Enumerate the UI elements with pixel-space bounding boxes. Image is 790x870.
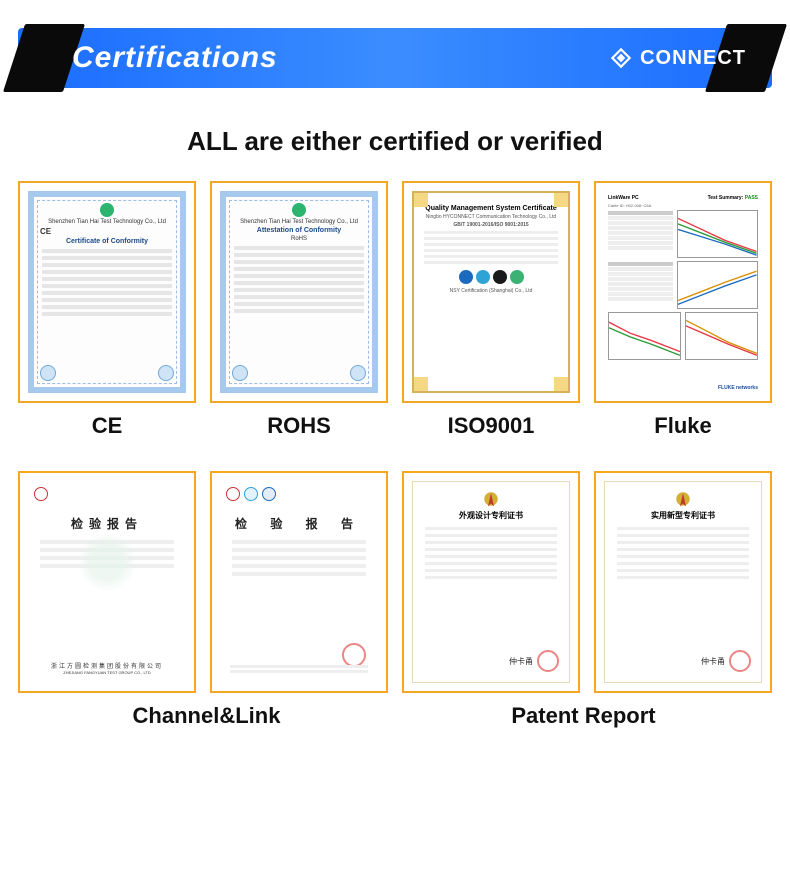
- patent-title: 实用新型专利证书: [611, 510, 755, 521]
- badge-icon: [34, 487, 48, 501]
- cert-doc-patent2: 实用新型专利证书 仲卡甬: [604, 481, 762, 683]
- fluke-cable: Cable ID: H02-008~C6A: [608, 203, 758, 208]
- fluke-chart: [685, 312, 758, 360]
- issuer-logo-icon: [100, 203, 114, 217]
- issuer-logo-icon: [292, 203, 306, 217]
- watermark-icon: [77, 532, 137, 592]
- fluke-table: [608, 261, 673, 309]
- fluke-table: [608, 210, 673, 258]
- fluke-summary-label: Test Summary:: [708, 195, 744, 201]
- patent-lines: [611, 527, 755, 579]
- cert-stamps: [226, 365, 372, 381]
- fluke-header: LinkWare PC Test Summary: PASS: [608, 195, 758, 201]
- fluke-footer: FLUKE networks: [608, 385, 758, 391]
- cert-label: ROHS: [210, 413, 388, 439]
- ce-mark: CE: [40, 227, 174, 236]
- patent-signature: 仲卡甬: [509, 650, 559, 672]
- fluke-app: LinkWare PC: [608, 195, 639, 201]
- banner: Certifications CONNECT: [18, 28, 772, 88]
- cert-title: Attestation of Conformity: [232, 227, 366, 234]
- badge-icon: [493, 270, 507, 284]
- cert-label: ISO9001: [402, 413, 580, 439]
- cert-subtitle: RoHS: [232, 236, 366, 242]
- cert-badges: [420, 270, 562, 284]
- emblem-icon: [482, 490, 500, 508]
- cert-company: Ningbo HYCONNECT Communication Technolog…: [420, 214, 562, 220]
- fluke-chart: [677, 261, 758, 309]
- fluke-chart: [677, 210, 758, 258]
- cert-card-iso: Quality Management System Certificate Ni…: [402, 181, 580, 403]
- report-lines: [232, 540, 366, 576]
- stamp-icon: [232, 365, 248, 381]
- cert-card-channel1: 检验报告 浙江方圆检测集团股份有限公司 ZHEJIANG FANGYUAN TE…: [18, 471, 196, 693]
- cert-body-lines: [40, 249, 174, 316]
- cert-label: Fluke: [594, 413, 772, 439]
- cert-stamps: [34, 365, 180, 381]
- badge-icon: [262, 487, 276, 501]
- report-badges: [226, 487, 372, 501]
- report-footer: [220, 663, 378, 675]
- banner-title: Certifications: [72, 41, 278, 75]
- cert-doc-iso: Quality Management System Certificate Ni…: [412, 191, 570, 393]
- cert-doc-patent1: 外观设计专利证书 仲卡甬: [412, 481, 570, 683]
- cert-standard: GB/T 19001-2016/ISO 9001:2015: [420, 222, 562, 228]
- banner-brand: CONNECT: [608, 45, 746, 71]
- cert-doc-ce: Shenzhen Tian Hai Test Technology Co., L…: [28, 191, 186, 393]
- cert-doc-channel2: 检 验 报 告: [220, 481, 378, 683]
- group-label-patent: Patent Report: [395, 703, 772, 729]
- cert-doc-channel1: 检验报告 浙江方圆检测集团股份有限公司 ZHEJIANG FANGYUAN TE…: [28, 481, 186, 683]
- stamp-icon: [729, 650, 751, 672]
- subtitle: ALL are either certified or verified: [0, 126, 790, 157]
- stamp-icon: [350, 365, 366, 381]
- cert-body-lines: [420, 231, 562, 264]
- badge-icon: [476, 270, 490, 284]
- badge-icon: [226, 487, 240, 501]
- cert-grid-row1: Shenzhen Tian Hai Test Technology Co., L…: [0, 157, 790, 439]
- brand-text: CONNECT: [640, 47, 746, 70]
- badge-icon: [510, 270, 524, 284]
- stamp-icon: [158, 365, 174, 381]
- emblem-icon: [674, 490, 692, 508]
- cert-issuer: Shenzhen Tian Hai Test Technology Co., L…: [40, 219, 174, 225]
- cert-card-fluke: LinkWare PC Test Summary: PASS Cable ID:…: [594, 181, 772, 403]
- report-title: 检验报告: [34, 515, 180, 532]
- fluke-pass: PASS: [745, 195, 758, 201]
- bottom-labels: Channel&Link Patent Report: [0, 703, 790, 729]
- cert-doc-fluke: LinkWare PC Test Summary: PASS Cable ID:…: [604, 191, 762, 393]
- group-label-channel: Channel&Link: [18, 703, 395, 729]
- brand-logo-icon: [608, 45, 634, 71]
- stamp-icon: [537, 650, 559, 672]
- cert-body-lines: [232, 246, 366, 313]
- cert-issuer: Shenzhen Tian Hai Test Technology Co., L…: [232, 219, 366, 225]
- patent-signature: 仲卡甬: [701, 650, 751, 672]
- cert-title: Certificate of Conformity: [40, 238, 174, 245]
- report-badges: [34, 487, 180, 501]
- stamp-icon: [40, 365, 56, 381]
- fluke-chart: [608, 312, 681, 360]
- cert-card-patent1: 外观设计专利证书 仲卡甬: [402, 471, 580, 693]
- cert-card-rohs: Shenzhen Tian Hai Test Technology Co., L…: [210, 181, 388, 403]
- patent-title: 外观设计专利证书: [419, 510, 563, 521]
- patent-lines: [419, 527, 563, 579]
- cert-grid-row2: 检验报告 浙江方圆检测集团股份有限公司 ZHEJIANG FANGYUAN TE…: [0, 439, 790, 693]
- cert-label: CE: [18, 413, 196, 439]
- cert-card-ce: Shenzhen Tian Hai Test Technology Co., L…: [18, 181, 196, 403]
- badge-icon: [459, 270, 473, 284]
- cert-card-patent2: 实用新型专利证书 仲卡甬: [594, 471, 772, 693]
- badge-icon: [244, 487, 258, 501]
- cert-issuer: NSY Certification (Shanghai) Co., Ltd: [420, 288, 562, 294]
- cert-title: Quality Management System Certificate: [420, 205, 562, 212]
- report-footer: 浙江方圆检测集团股份有限公司 ZHEJIANG FANGYUAN TEST GR…: [28, 661, 186, 675]
- report-title: 检 验 报 告: [226, 515, 372, 532]
- cert-doc-rohs: Shenzhen Tian Hai Test Technology Co., L…: [220, 191, 378, 393]
- cert-card-channel2: 检 验 报 告: [210, 471, 388, 693]
